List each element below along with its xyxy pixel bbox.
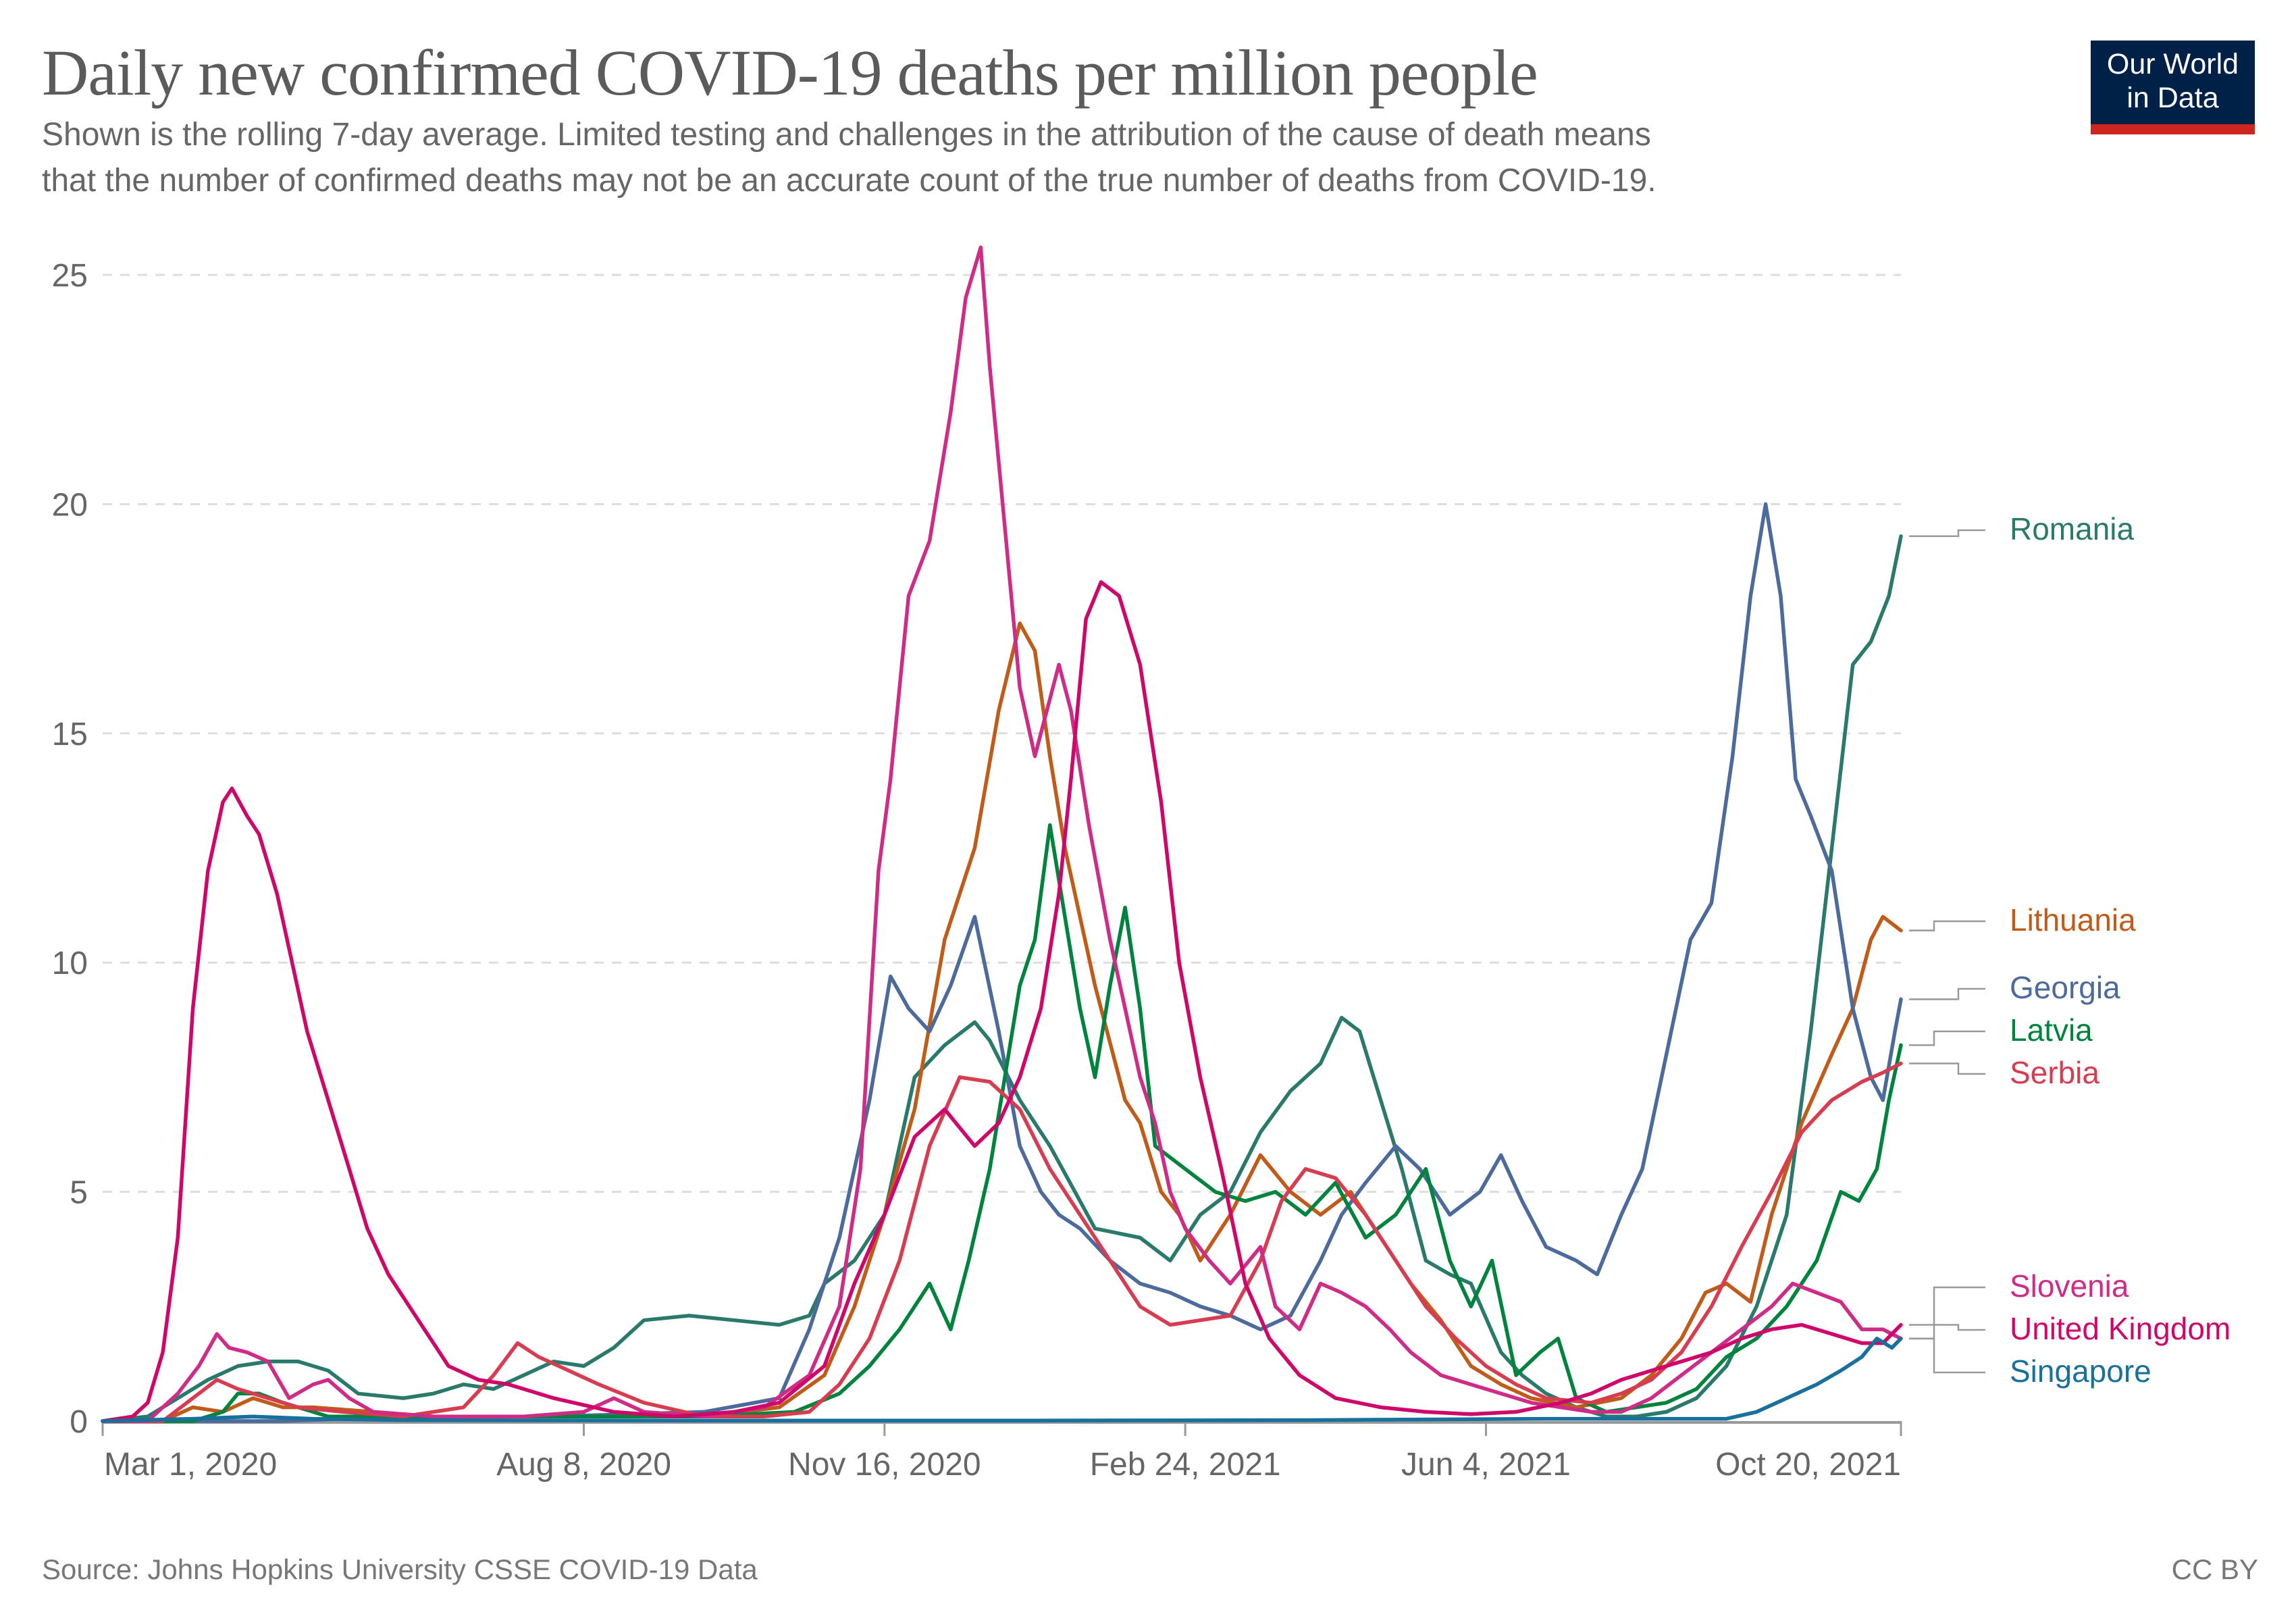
label-connector — [1909, 1286, 1985, 1340]
chart-subtitle-line-2: that the number of confirmed deaths may … — [42, 163, 1656, 199]
label-connector — [1909, 1337, 1985, 1374]
legend-label-singapore: Singapore — [2010, 1354, 2151, 1389]
legend-label-slovenia: Slovenia — [2010, 1268, 2129, 1304]
legend-label-latvia: Latvia — [2010, 1012, 2093, 1048]
label-connector — [1909, 529, 1985, 538]
legend-label-united-kingdom: United Kingdom — [2010, 1311, 2230, 1346]
license-link[interactable]: CC BY — [2171, 1553, 2258, 1585]
y-tick-label: 20 — [52, 487, 88, 523]
series-line-georgia — [101, 502, 1903, 1423]
x-tick-label: Aug 8, 2020 — [496, 1447, 671, 1483]
label-connector — [1909, 1324, 1985, 1331]
y-tick-label: 5 — [70, 1175, 88, 1211]
x-tick-label: Feb 24, 2021 — [1090, 1447, 1281, 1483]
series-line-romania — [101, 534, 1903, 1423]
x-tick-label: Nov 16, 2020 — [788, 1447, 981, 1483]
x-tick-label: Jun 4, 2021 — [1401, 1447, 1571, 1483]
series-line-slovenia — [101, 245, 1903, 1423]
line-end-labels: Romania Lithuania Georgia Latvia Serbia Slove… — [1909, 511, 2230, 1389]
logo-text-line-2: in Data — [2127, 82, 2219, 114]
series-line-singapore — [101, 1337, 1903, 1423]
x-axis: Mar 1, 2020 Aug 8, 2020 Nov 16, 2020 Feb 24… — [101, 1421, 1902, 1483]
owid-logo[interactable]: Our World in Data — [2091, 41, 2255, 134]
x-tick-label: Oct 20, 2021 — [1715, 1447, 1901, 1483]
y-tick-label: 25 — [52, 258, 88, 294]
chart-title: Daily new confirmed COVID-19 deaths per … — [42, 36, 1538, 109]
legend-label-romania: Romania — [2010, 511, 2135, 546]
series-line-united-kingdom — [101, 580, 1903, 1423]
label-connector — [1909, 920, 1985, 931]
y-tick-label: 0 — [70, 1404, 88, 1440]
y-tick-label: 10 — [52, 946, 88, 981]
x-tick-label: Mar 1, 2020 — [104, 1447, 277, 1483]
series-line-serbia — [101, 1061, 1903, 1423]
logo-text-line-1: Our World — [2106, 48, 2239, 80]
legend-label-serbia: Serbia — [2010, 1055, 2099, 1090]
label-connector — [1909, 1062, 1985, 1075]
logo-accent-bar — [2091, 124, 2255, 134]
label-connector — [1909, 1030, 1985, 1046]
source-note: Source: Johns Hopkins University CSSE CO… — [42, 1553, 758, 1585]
chart-subtitle-line-1: Shown is the rolling 7-day average. Limi… — [42, 117, 1651, 153]
legend-label-georgia: Georgia — [2010, 970, 2120, 1005]
series-line-lithuania — [101, 621, 1903, 1423]
y-axis-ticks: 0 5 10 15 20 25 — [52, 258, 88, 1440]
y-tick-label: 15 — [52, 717, 88, 752]
series-line-latvia — [101, 823, 1903, 1423]
label-connector — [1909, 987, 1985, 1000]
legend-label-lithuania: Lithuania — [2010, 902, 2136, 937]
series-lines — [101, 245, 1903, 1423]
